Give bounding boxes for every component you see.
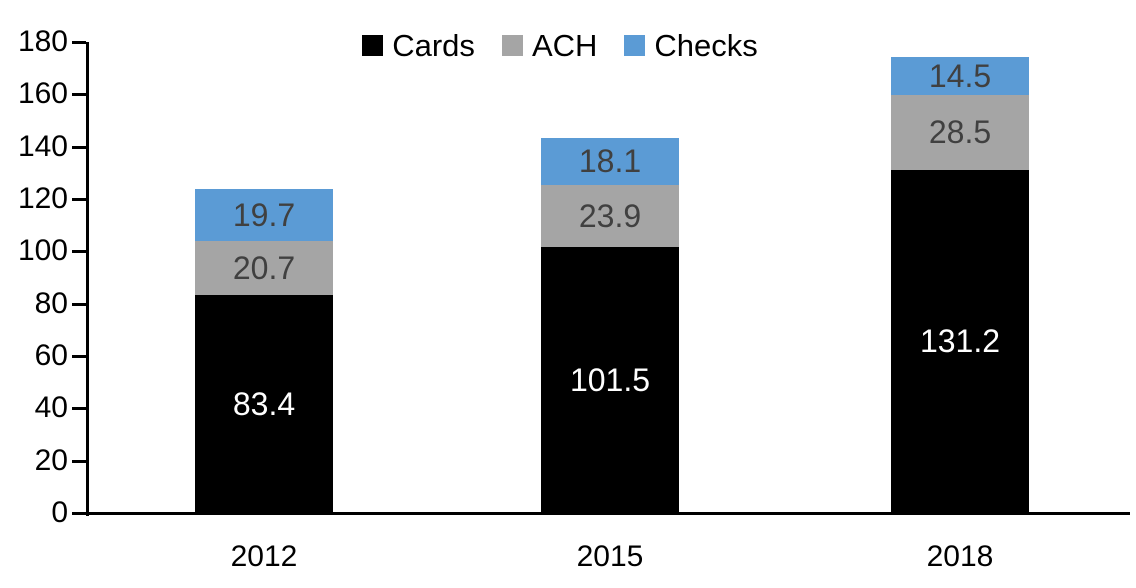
y-tick-label: 180 bbox=[17, 25, 68, 58]
y-tick-label: 0 bbox=[51, 496, 68, 529]
legend-item-ach: ACH bbox=[501, 28, 598, 63]
y-axis-tick bbox=[72, 407, 86, 411]
bar-segment-cards: 83.4 bbox=[195, 294, 333, 513]
y-axis-tick bbox=[72, 93, 86, 97]
bar-segment-checks: 18.1 bbox=[541, 137, 679, 185]
bar-segment-cards: 131.2 bbox=[891, 169, 1029, 513]
y-tick-label: 100 bbox=[17, 234, 68, 268]
bar-segment-cards: 101.5 bbox=[541, 247, 679, 513]
y-axis-tick bbox=[72, 302, 86, 306]
segment-value-label: 101.5 bbox=[569, 362, 651, 399]
legend-label: Cards bbox=[392, 28, 475, 63]
x-tick-label-2015: 2015 bbox=[576, 540, 644, 573]
segment-value-label: 20.7 bbox=[232, 249, 296, 286]
legend: Cards ACH Checks bbox=[40, 30, 1080, 61]
segment-value-label: 131.2 bbox=[919, 323, 1001, 360]
legend-label: Checks bbox=[654, 28, 758, 63]
segment-value-label: 19.7 bbox=[232, 196, 296, 233]
bar-2012: 19.7 20.7 83.4 bbox=[195, 0, 333, 513]
legend-item-checks: Checks bbox=[624, 28, 758, 63]
bar-2018: 14.5 28.5 131.2 bbox=[891, 0, 1029, 513]
y-tick-label: 160 bbox=[17, 77, 68, 111]
bar-segment-ach: 28.5 bbox=[891, 95, 1029, 170]
legend-label: ACH bbox=[531, 28, 598, 63]
y-axis-tick bbox=[72, 41, 86, 44]
y-axis-tick bbox=[72, 459, 86, 463]
y-axis-tick bbox=[72, 355, 86, 358]
legend-swatch-icon bbox=[501, 35, 523, 56]
segment-value-label: 23.9 bbox=[578, 198, 642, 235]
x-tick-label-2012: 2012 bbox=[230, 540, 298, 573]
y-tick-label: 80 bbox=[34, 286, 68, 320]
y-axis-line bbox=[86, 42, 89, 516]
bar-segment-checks: 19.7 bbox=[195, 189, 333, 241]
y-tick-label: 140 bbox=[17, 129, 68, 163]
y-axis-tick bbox=[72, 145, 86, 149]
y-tick-label: 40 bbox=[34, 391, 68, 425]
segment-value-label: 14.5 bbox=[928, 58, 992, 95]
bar-segment-checks: 14.5 bbox=[891, 57, 1029, 96]
bar-segment-ach: 20.7 bbox=[195, 240, 333, 295]
x-tick-label-2018: 2018 bbox=[926, 540, 994, 573]
segment-value-label: 28.5 bbox=[928, 114, 992, 151]
bar-2015: 18.1 23.9 101.5 bbox=[541, 0, 679, 513]
segment-value-label: 18.1 bbox=[578, 143, 642, 180]
bar-segment-ach: 23.9 bbox=[541, 184, 679, 248]
x-axis-line bbox=[72, 512, 1130, 515]
legend-item-cards: Cards bbox=[362, 30, 475, 61]
y-axis-tick bbox=[72, 198, 86, 201]
y-axis-tick bbox=[72, 512, 86, 515]
y-tick-label: 60 bbox=[34, 339, 68, 372]
segment-value-label: 83.4 bbox=[232, 385, 296, 422]
legend-swatch-icon bbox=[362, 35, 384, 56]
y-tick-label: 20 bbox=[34, 443, 68, 477]
y-axis-tick bbox=[72, 250, 86, 254]
legend-swatch-icon bbox=[624, 35, 646, 56]
y-tick-label: 120 bbox=[17, 182, 68, 215]
